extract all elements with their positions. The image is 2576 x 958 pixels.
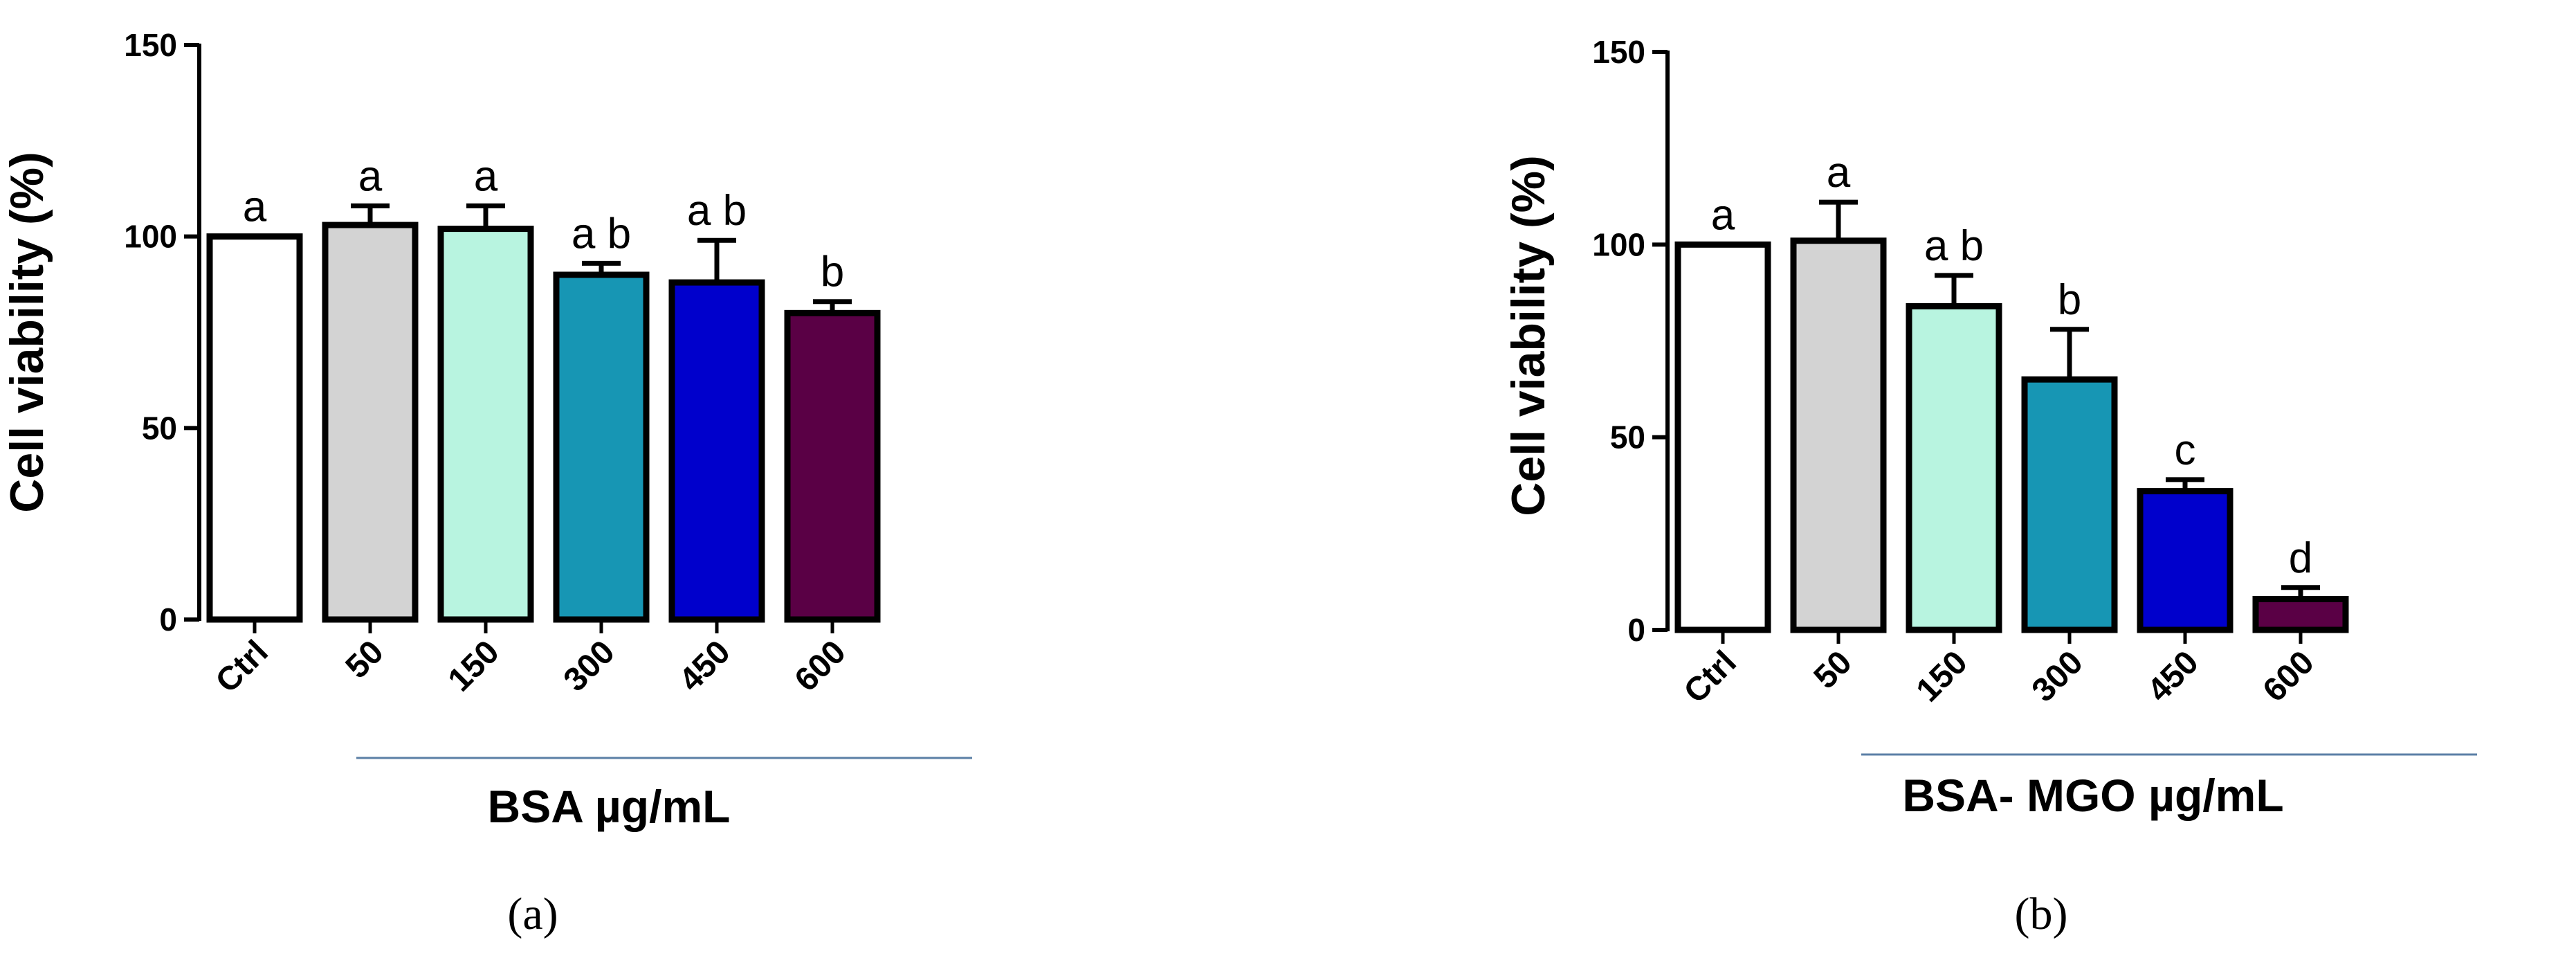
chart-panel-b: 0 50 100 150 Cell viability (%) a Ctrl a 50 a b 15… — [1502, 34, 2477, 939]
category-label: 50 — [1807, 644, 1859, 696]
bar-600 — [784, 309, 881, 623]
y-tick-label: 100 — [1592, 226, 1645, 262]
y-tick-label: 0 — [1627, 612, 1645, 648]
category-label: 300 — [557, 633, 622, 698]
category-label: Ctrl — [1677, 644, 1744, 710]
bar-50 — [1790, 237, 1887, 633]
significance-label: a — [1711, 191, 1735, 239]
y-tick-label: 150 — [1592, 34, 1645, 70]
chart-panel-a: 0 50 100 150 Cell viability (%) a Ctrl a 50 a 150 a… — [1, 27, 972, 939]
y-axis-title: Cell viability (%) — [1502, 155, 1555, 516]
significance-label: a — [474, 152, 498, 200]
significance-label: b — [2058, 276, 2081, 324]
panel-label: (b) — [2015, 889, 2068, 939]
bar-ctrl — [1674, 241, 1771, 633]
panel-label: (a) — [507, 889, 558, 939]
bar-300 — [553, 271, 650, 623]
category-label: 600 — [2256, 644, 2321, 709]
significance-label: a b — [1924, 222, 1984, 270]
category-label: 300 — [2025, 644, 2090, 709]
category-label: 600 — [788, 633, 853, 698]
significance-label: c — [2175, 426, 2196, 474]
significance-label: a — [358, 152, 383, 200]
category-label: 450 — [2141, 644, 2206, 709]
significance-label: b — [821, 248, 844, 296]
significance-label: a b — [687, 187, 747, 235]
x-axis-title: BSA- MGO µg/mL — [1902, 770, 2283, 821]
y-tick-label: 0 — [159, 602, 177, 638]
bar-450 — [2137, 488, 2234, 633]
category-label: 150 — [1910, 644, 1975, 709]
bar-600 — [2252, 595, 2349, 633]
y-tick-label: 150 — [124, 27, 177, 63]
significance-label: a — [1827, 149, 1851, 197]
bar-ctrl — [206, 233, 303, 623]
category-label: Ctrl — [209, 633, 275, 700]
y-tick-label: 50 — [142, 410, 177, 446]
category-label: 50 — [339, 633, 391, 685]
bar-450 — [668, 279, 765, 623]
bar-150 — [437, 226, 534, 623]
category-label: 150 — [441, 633, 506, 698]
bar-300 — [2021, 376, 2118, 633]
y-tick-label: 100 — [124, 219, 177, 255]
category-label: 450 — [673, 633, 738, 698]
y-tick-label: 50 — [1610, 419, 1645, 455]
y-axis-title: Cell viability (%) — [1, 152, 53, 512]
bar-150 — [1906, 302, 2002, 633]
significance-label: d — [2289, 534, 2312, 582]
significance-label: a — [243, 183, 267, 231]
x-axis-title: BSA µg/mL — [488, 781, 731, 832]
bar-50 — [322, 222, 419, 623]
significance-label: a b — [572, 210, 631, 257]
